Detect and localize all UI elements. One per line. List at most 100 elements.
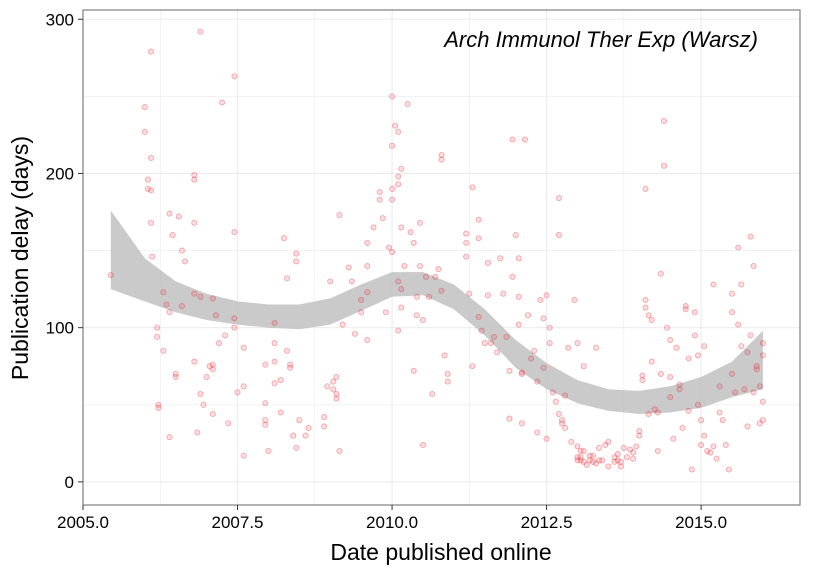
data-point <box>506 415 513 422</box>
x-tick-label: 2007.5 <box>212 513 264 532</box>
data-point <box>166 309 173 316</box>
data-point <box>160 289 167 296</box>
data-point <box>592 460 600 467</box>
data-point <box>191 358 198 365</box>
data-point <box>240 452 247 459</box>
data-point <box>602 441 609 448</box>
data-point <box>197 293 204 300</box>
data-point <box>648 358 655 365</box>
data-point <box>398 224 405 231</box>
data-point <box>435 266 442 273</box>
data-point <box>586 457 593 464</box>
data-point <box>599 457 606 464</box>
data-point <box>293 444 300 451</box>
data-point <box>716 383 723 390</box>
data-point <box>240 383 247 390</box>
y-tick-label: 0 <box>65 473 74 492</box>
data-point <box>710 281 717 288</box>
data-point <box>698 441 705 448</box>
data-point <box>407 229 414 236</box>
data-point <box>484 292 491 299</box>
data-point <box>305 424 312 431</box>
data-point <box>262 400 269 407</box>
data-point <box>330 378 337 385</box>
data-point <box>364 336 371 344</box>
data-point <box>358 296 365 303</box>
data-point <box>271 380 278 387</box>
data-point <box>738 281 745 288</box>
data-point <box>398 304 405 311</box>
data-point <box>691 332 698 339</box>
data-point <box>395 327 402 334</box>
data-point <box>738 343 745 350</box>
data-point <box>283 347 291 354</box>
data-point <box>219 99 226 106</box>
data-point <box>500 290 507 297</box>
data-point <box>512 232 519 239</box>
data-point <box>636 427 643 435</box>
data-point <box>178 303 185 310</box>
data-point <box>710 443 717 450</box>
data-point <box>747 233 754 240</box>
data-point <box>280 235 287 242</box>
data-point <box>562 392 569 399</box>
data-point <box>163 301 170 308</box>
data-point <box>759 352 766 359</box>
data-point <box>466 290 473 297</box>
data-point <box>333 373 340 381</box>
data-point <box>577 447 584 455</box>
data-point <box>422 273 430 280</box>
smooth-confidence-band <box>110 210 763 414</box>
data-point <box>215 340 223 347</box>
data-point <box>370 224 377 231</box>
data-point <box>583 461 590 468</box>
data-point <box>509 273 516 280</box>
data-point <box>735 321 742 328</box>
data-point <box>654 409 661 416</box>
data-point <box>716 409 723 416</box>
data-point <box>596 457 603 464</box>
data-point <box>154 324 161 331</box>
data-point <box>262 417 269 424</box>
data-point <box>484 259 491 266</box>
data-point <box>410 367 417 374</box>
data-point <box>676 386 683 393</box>
x-axis: 2005.0 2007.5 2010.0 2012.5 2015.0 <box>57 505 727 532</box>
data-point <box>141 128 148 135</box>
data-point <box>735 244 742 251</box>
data-point <box>395 278 402 285</box>
x-tick-label: 2015.0 <box>675 513 727 532</box>
data-point <box>753 363 760 370</box>
data-point <box>633 443 640 450</box>
data-point <box>197 28 204 35</box>
data-points <box>107 28 766 473</box>
data-point <box>262 361 269 368</box>
data-point <box>518 370 525 377</box>
data-point <box>225 420 232 427</box>
data-point <box>413 293 420 300</box>
data-point <box>463 239 470 246</box>
data-point <box>327 278 334 285</box>
data-point <box>664 324 671 331</box>
data-point <box>667 394 674 401</box>
data-point <box>463 230 470 237</box>
data-point <box>679 424 686 431</box>
data-point <box>592 344 600 351</box>
data-point <box>552 398 559 405</box>
data-point <box>339 321 346 328</box>
data-point <box>240 344 247 351</box>
data-point <box>611 454 618 461</box>
data-point <box>389 185 396 192</box>
plot-panel <box>83 10 800 505</box>
data-point <box>626 446 634 453</box>
data-point <box>144 176 151 183</box>
data-point <box>155 404 162 411</box>
chart-annotation: Arch Immunol Ther Exp (Warsz) <box>442 27 758 52</box>
data-point <box>277 409 284 416</box>
data-point <box>262 421 269 428</box>
data-point <box>277 377 284 384</box>
data-point <box>528 355 535 362</box>
data-point <box>660 117 668 125</box>
data-point <box>670 435 677 442</box>
data-point <box>166 210 173 217</box>
